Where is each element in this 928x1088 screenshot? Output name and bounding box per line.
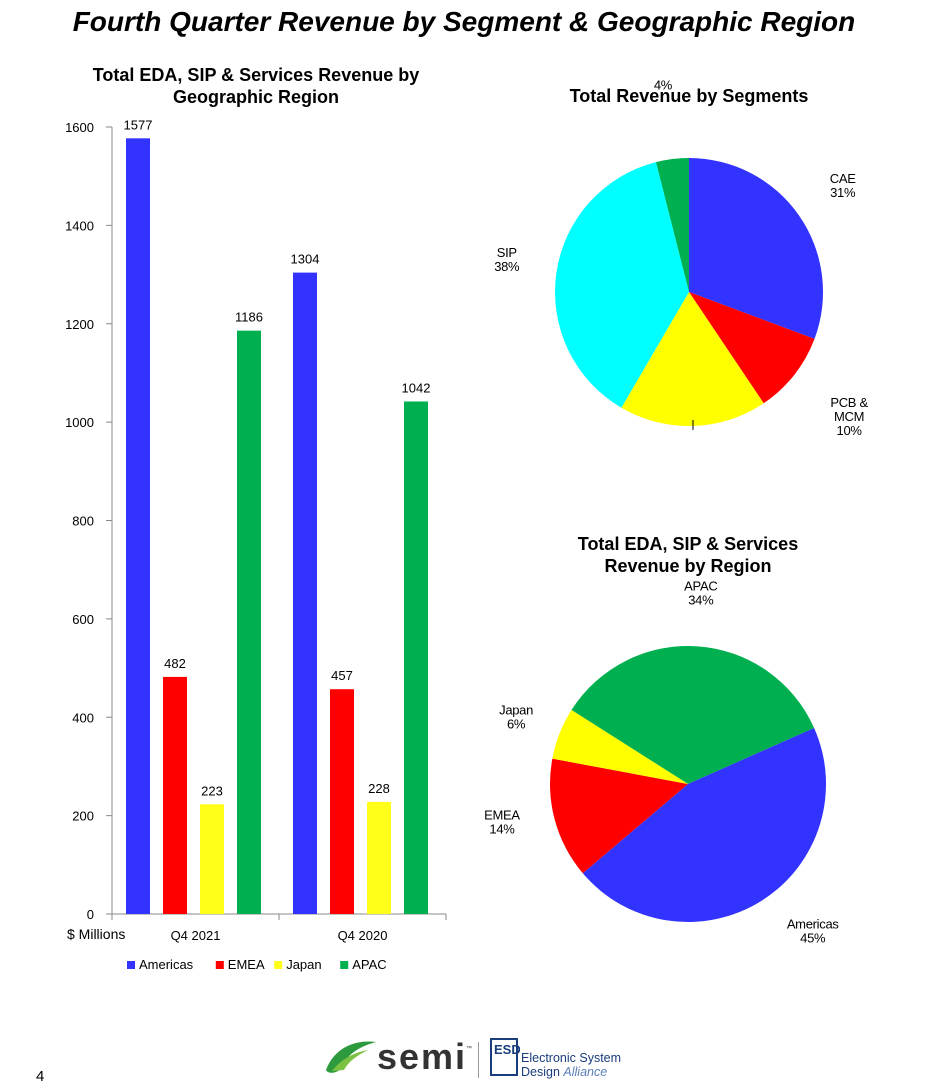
pie-slice-services (655, 158, 689, 292)
bar-data-label: 1042 (402, 380, 431, 395)
legend-label-apac: APAC (352, 957, 386, 972)
pie-slice-pcb-mcm (689, 292, 815, 404)
legend-label-emea: EMEA (228, 957, 265, 972)
pie-label-ic-design-verification: IC Design & Verification18% (638, 474, 767, 476)
pie-label-emea: EMEA 14% (484, 808, 520, 837)
esd-alliance-logo-icon: ESDA (490, 1038, 520, 1076)
bar-emea-q4-2020 (330, 689, 354, 914)
pie-chart-segments: Total Revenue by Segments CAE 31% PCB & MCM 1… (494, 76, 869, 476)
x-tick-label: Q4 2020 (338, 928, 388, 943)
bar-chart-title-line: Geographic Region (173, 87, 339, 107)
bar-americas-q4-2020 (293, 272, 317, 915)
pie-slice-cae (689, 158, 823, 339)
legend-swatch-americas (127, 961, 135, 969)
y-tick-label: 200 (72, 809, 94, 824)
bar-data-label: 223 (201, 783, 223, 798)
bar-japan-q4-2021 (200, 804, 224, 914)
legend-swatch-apac (340, 961, 349, 969)
y-axis-label: $ Millions (67, 926, 125, 942)
bar-data-label: 1577 (124, 117, 153, 132)
pie-slice-ic-design-verification (621, 292, 764, 426)
pie-region-title-line: Revenue by Region (604, 556, 771, 576)
page-number: 4 (36, 1068, 45, 1085)
x-tick-label: Q4 2021 (171, 928, 221, 943)
pie-pct-americas: 45% (800, 931, 826, 946)
pie-slice-japan (552, 710, 688, 784)
pie-pct-apac: 34% (688, 592, 714, 607)
footer-divider (478, 1042, 479, 1078)
pie-slice-sip (555, 162, 689, 408)
y-tick-label: 600 (72, 612, 94, 627)
bar-japan-q4-2020 (367, 801, 391, 914)
bar-chart-title-line: Total EDA, SIP & Services Revenue by (93, 65, 419, 85)
bar-data-label: 482 (164, 656, 186, 671)
page-title: Fourth Quarter Revenue by Segment & Geog… (72, 6, 856, 37)
bar-chart: Total EDA, SIP & Services Revenue byGeog… (65, 65, 447, 972)
legend-swatch-japan (274, 961, 283, 969)
bar-apac-q4-2020 (404, 401, 428, 914)
y-tick-label: 800 (72, 514, 94, 529)
bar-data-label: 1186 (235, 310, 263, 325)
legend-label-japan: Japan (286, 957, 321, 972)
bar-data-label: 228 (368, 781, 390, 796)
pie-segments-title: Total Revenue by Segments (570, 86, 809, 106)
pie-label-pcb-mcm: PCB & MCM 10% (830, 395, 868, 438)
pie-pct-services: 4% (654, 77, 673, 92)
pie-label-sip: SIP 38% (494, 245, 520, 274)
pie-pct-sip: 38% (494, 259, 520, 274)
semi-trademark: ™ (466, 1046, 472, 1052)
bar-data-label: 457 (331, 668, 353, 683)
bar-apac-q4-2021 (237, 330, 261, 915)
pie-pct-japan: 6% (507, 716, 526, 731)
legend-swatch-emea (215, 961, 224, 969)
y-tick-label: 1200 (65, 317, 94, 332)
pie-pct-pcb-mcm: 10% (837, 423, 863, 438)
pie-label-services: Services4% (639, 76, 687, 92)
esd-alliance-line2: Design Alliance (521, 1065, 607, 1079)
esd-alliance-word: Alliance (563, 1065, 608, 1079)
bar-data-label: 1304 (291, 252, 320, 267)
y-tick-label: 400 (72, 710, 94, 725)
pie-label-apac: APAC 34% (684, 578, 717, 607)
pie-label-americas: Americas 45% (787, 917, 840, 946)
footer: ESDA (0, 1030, 928, 1088)
y-tick-label: 1400 (65, 218, 94, 233)
pie-slice-americas (582, 727, 826, 922)
esd-logo-letters-top: ESDA (494, 1042, 520, 1057)
y-tick-label: 1600 (65, 120, 94, 135)
y-tick-label: 1000 (65, 415, 94, 430)
pie-label-japan: Japan 6% (499, 702, 533, 731)
pie-slice-emea (550, 758, 688, 874)
pie-pct-emea: 14% (489, 822, 515, 837)
pie-pct-cae: 31% (830, 185, 856, 200)
bar-emea-q4-2021 (163, 676, 187, 914)
esd-alliance-line1: Electronic System (521, 1051, 622, 1065)
pie-label-cae: CAE 31% (830, 171, 856, 200)
legend-label-americas: Americas (139, 957, 194, 972)
y-tick-label: 0 (87, 907, 94, 922)
pie-region-title-line: Total EDA, SIP & Services (578, 534, 798, 554)
esd-alliance-design: Design (521, 1065, 560, 1079)
semi-swoosh-icon (326, 1041, 376, 1073)
bar-americas-q4-2021 (126, 138, 150, 915)
semi-logo: semi (377, 1036, 468, 1077)
pie-slice-apac (571, 646, 815, 784)
